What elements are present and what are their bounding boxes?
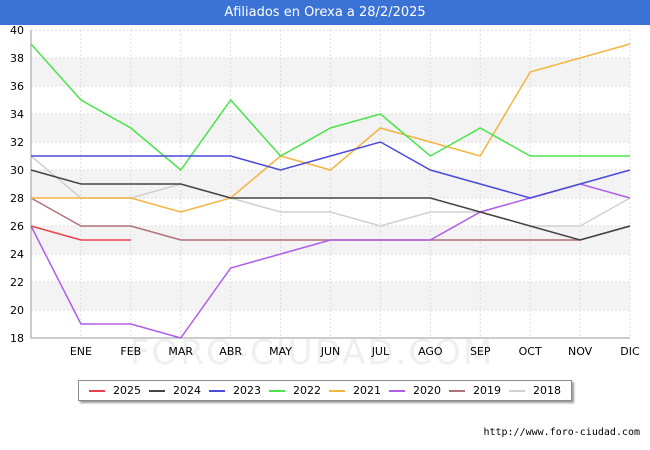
x-tick-label: AGO <box>418 345 443 358</box>
legend-label: 2024 <box>173 384 201 397</box>
title-bar: Afiliados en Orexa a 28/2/2025 <box>0 0 650 25</box>
x-tick-label: DIC <box>620 345 640 358</box>
y-tick-label: 40 <box>10 24 24 37</box>
x-tick-label: ABR <box>219 345 242 358</box>
x-tick-label: ENE <box>70 345 92 358</box>
legend-item-2019: 2019 <box>449 384 501 397</box>
source-url: http://www.foro-ciudad.com <box>483 427 640 438</box>
y-tick-label: 36 <box>10 80 24 93</box>
y-tick-label: 24 <box>10 248 24 261</box>
legend-swatch <box>269 389 285 392</box>
chart-title: Afiliados en Orexa a 28/2/2025 <box>224 5 426 20</box>
legend-swatch <box>209 389 225 392</box>
legend-item-2018: 2018 <box>509 384 561 397</box>
legend-label: 2020 <box>413 384 441 397</box>
legend-label: 2019 <box>473 384 501 397</box>
legend-item-2022: 2022 <box>269 384 321 397</box>
legend-swatch <box>509 389 525 392</box>
legend-item-2024: 2024 <box>149 384 201 397</box>
series-line-2024 <box>30 169 631 241</box>
legend-label: 2021 <box>353 384 381 397</box>
y-tick-label: 32 <box>10 136 24 149</box>
legend-swatch <box>389 389 405 392</box>
legend-item-2025: 2025 <box>89 384 141 397</box>
y-tick-label: 26 <box>10 220 24 233</box>
legend-swatch <box>149 389 165 392</box>
series-line-2022 <box>30 43 630 172</box>
y-tick-label: 38 <box>10 52 24 65</box>
x-tick-label: MAR <box>168 345 193 358</box>
x-tick-label: JUN <box>320 345 341 358</box>
series-line-2025 <box>30 225 131 241</box>
y-tick-label: 18 <box>10 332 24 345</box>
legend-item-2021: 2021 <box>329 384 381 397</box>
legend-label: 2018 <box>533 384 561 397</box>
legend-swatch <box>89 389 105 392</box>
y-tick-label: 34 <box>10 108 24 121</box>
x-tick-label: OCT <box>519 345 542 358</box>
x-tick-label: MAY <box>269 345 292 358</box>
y-tick-label: 20 <box>10 304 24 317</box>
y-tick-label: 30 <box>10 164 24 177</box>
legend-label: 2023 <box>233 384 261 397</box>
x-tick-label: FEB <box>120 345 141 358</box>
legend-label: 2022 <box>293 384 321 397</box>
legend-swatch <box>329 389 345 392</box>
watermark: FORO-CIUDAD.COM <box>130 333 495 373</box>
series-line-2023 <box>31 141 631 199</box>
legend: 2025 2024 2023 2022 2021 2020 2019 2018 <box>78 380 572 401</box>
x-tick-label: NOV <box>568 345 593 358</box>
legend-swatch <box>449 389 465 392</box>
series-line-2021 <box>31 43 631 213</box>
x-tick-label: SEP <box>470 345 491 358</box>
y-tick-label: 28 <box>10 192 24 205</box>
legend-item-2020: 2020 <box>389 384 441 397</box>
y-tick-label: 22 <box>10 276 24 289</box>
legend-label: 2025 <box>113 384 141 397</box>
legend-item-2023: 2023 <box>209 384 261 397</box>
x-tick-label: JUL <box>371 345 390 358</box>
